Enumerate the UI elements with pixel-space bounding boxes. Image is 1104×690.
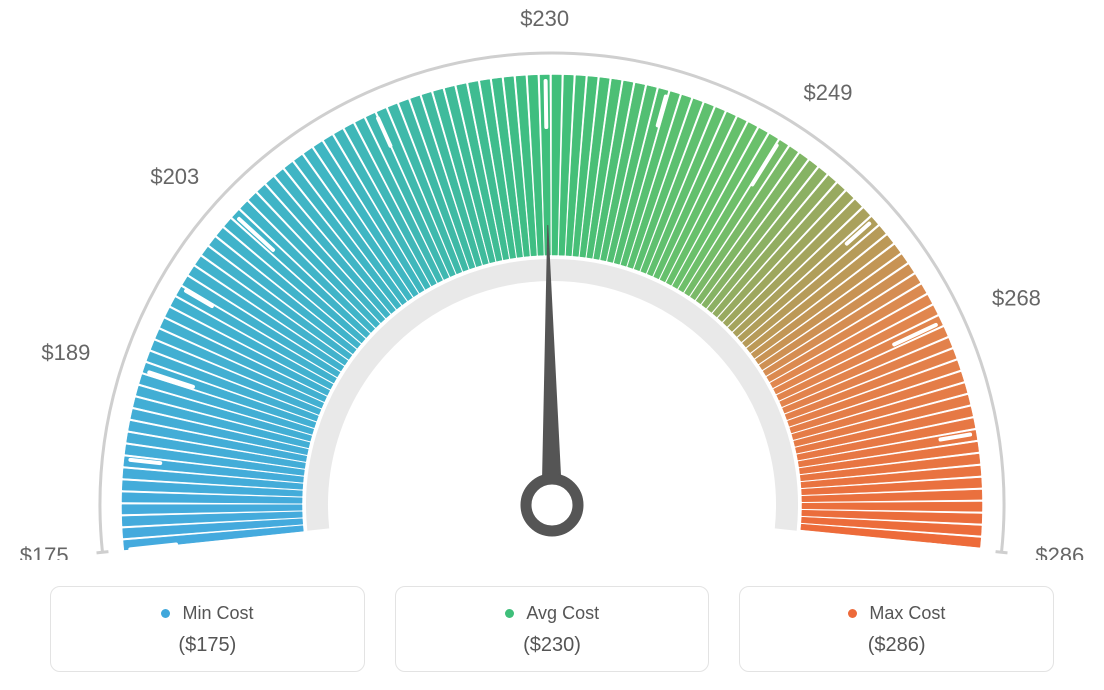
gauge-chart: $175 $189 $203 $230 $249 $268 $286 bbox=[0, 0, 1104, 560]
gauge-svg: $175 $189 $203 $230 $249 $268 $286 bbox=[0, 0, 1104, 560]
gauge-tick-label: $268 bbox=[992, 286, 1041, 311]
min-cost-dot bbox=[161, 609, 170, 618]
min-cost-value: ($175) bbox=[61, 634, 354, 657]
max-cost-dot bbox=[848, 609, 857, 618]
gauge-hub bbox=[526, 479, 578, 531]
avg-cost-dot bbox=[505, 609, 514, 618]
gauge-tick-label: $286 bbox=[1035, 543, 1084, 560]
max-cost-value: ($286) bbox=[750, 634, 1043, 657]
legend-cards: Min Cost ($175) Avg Cost ($230) Max Cost… bbox=[50, 586, 1054, 672]
min-cost-label: Min Cost bbox=[183, 603, 254, 623]
gauge-tick-label: $189 bbox=[41, 340, 90, 365]
avg-cost-label: Avg Cost bbox=[526, 603, 599, 623]
max-cost-card: Max Cost ($286) bbox=[739, 586, 1054, 672]
gauge-tick-label: $249 bbox=[804, 80, 853, 105]
avg-cost-value: ($230) bbox=[406, 634, 699, 657]
gauge-tick-label: $230 bbox=[520, 6, 569, 31]
max-cost-label: Max Cost bbox=[869, 603, 945, 623]
gauge-tick-label: $203 bbox=[150, 164, 199, 189]
gauge-tick-label: $175 bbox=[20, 543, 69, 560]
min-cost-card: Min Cost ($175) bbox=[50, 586, 365, 672]
chart-container: $175 $189 $203 $230 $249 $268 $286 Min Cost ($… bbox=[0, 0, 1104, 690]
avg-cost-card: Avg Cost ($230) bbox=[395, 586, 710, 672]
